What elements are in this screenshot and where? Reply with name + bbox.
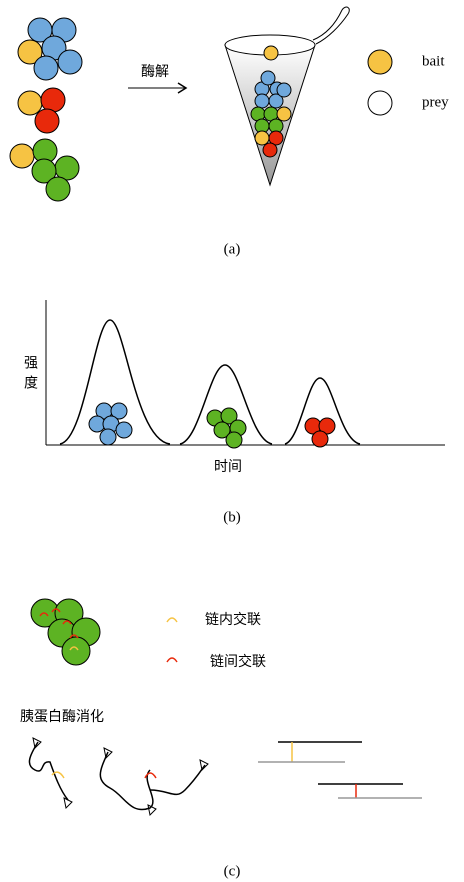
inter-link-swatch [167,658,177,662]
legend-label: bait [422,53,445,69]
intra-link-swatch [167,618,177,622]
caption: (c) [224,863,241,879]
tube [225,7,349,185]
caption: (b) [223,509,241,525]
y-axis-label: 强度 [22,355,38,395]
legend-label: prey [422,94,449,110]
chromatogram [46,300,445,448]
crosslinked-complex [31,599,100,665]
protein-clusters [10,18,82,201]
x-axis-label: 时间 [214,459,242,475]
arrow [128,83,186,93]
bait-swatch [368,50,392,74]
arrow-label: 酶解 [141,64,169,80]
legend-label: 链内交联 [205,611,261,628]
prey-swatch [368,91,392,115]
step-label: 胰蛋白酶消化 [20,709,104,725]
peptides [29,738,422,815]
diagram: 酶解 bait prey (a) 强度 时间 (b) [0,0,464,882]
legend-label: 链间交联 [210,653,266,670]
caption: (a) [224,241,241,257]
